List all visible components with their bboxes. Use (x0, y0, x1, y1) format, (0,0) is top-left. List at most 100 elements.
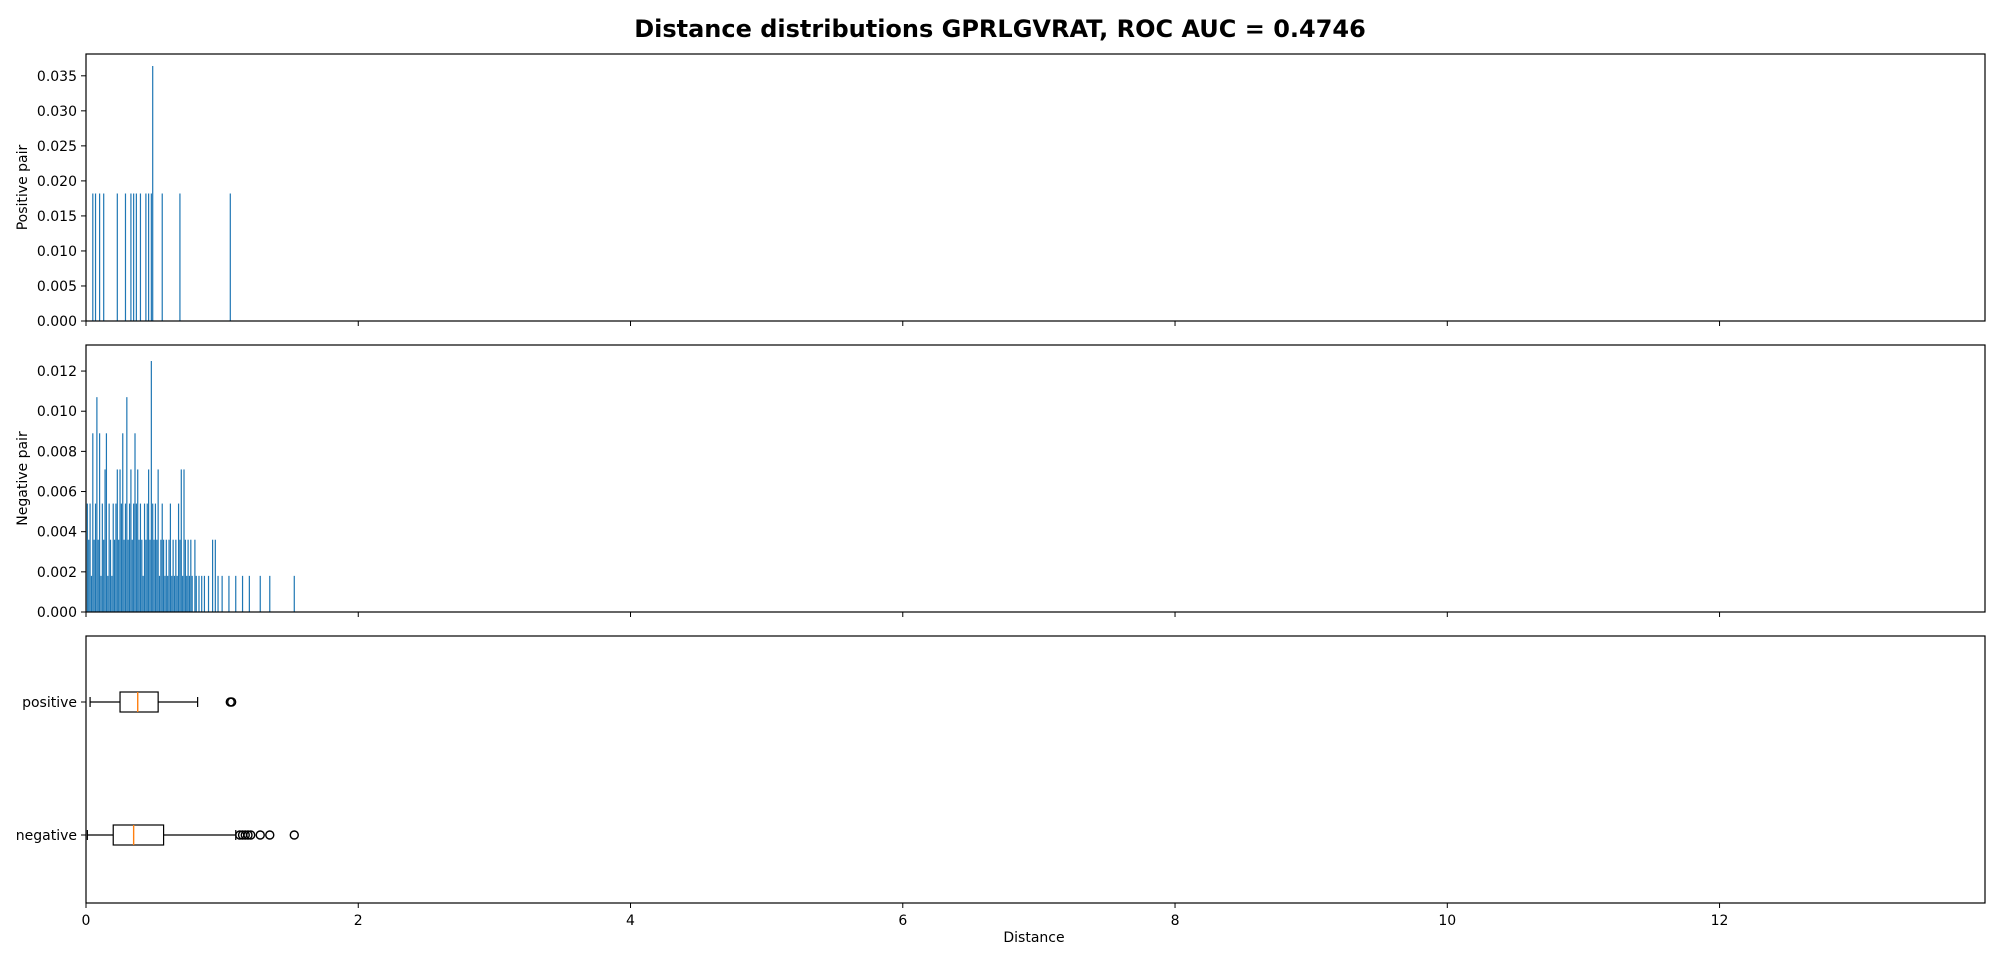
histogram-bar (194, 539, 196, 612)
histogram-bar (94, 193, 97, 321)
histogram-bar (171, 575, 173, 612)
histogram-bar (138, 539, 140, 612)
histogram-bar (148, 469, 150, 612)
histogram-bar (157, 469, 159, 612)
histogram-bar (131, 539, 133, 612)
histogram-bar (148, 193, 150, 321)
histogram-bar (180, 469, 182, 612)
histogram-bar (128, 503, 131, 612)
positive-pair-histogram-panel: 0.000 0.005 0.010 0.015 0.020 0.025 0.030 0.035… (15, 53, 1986, 330)
histogram-bar (169, 503, 171, 612)
histogram-bar (100, 575, 102, 612)
histogram-bar (99, 193, 101, 321)
histogram-bar (161, 193, 163, 321)
box-outlier-point (255, 830, 265, 840)
histogram-bar (188, 575, 191, 612)
box-iqr (112, 824, 165, 846)
y-tick-label: 0.030 (37, 104, 77, 120)
histogram-bar (149, 539, 151, 612)
axes-frame (85, 344, 1986, 613)
y-tick-label: 0.025 (37, 139, 77, 155)
histogram-bar (158, 575, 161, 612)
histogram-bar (177, 503, 180, 612)
x-tick-label: 10 (1438, 913, 1456, 929)
histogram-bar (221, 575, 223, 612)
histogram-bar (152, 66, 154, 321)
histogram-bar (120, 503, 122, 612)
y-tick-label: 0.002 (37, 565, 77, 581)
y-tick-label: 0.035 (37, 69, 77, 85)
histogram-bar (116, 469, 118, 612)
histogram-bar (96, 397, 98, 612)
histogram-bar (190, 539, 192, 612)
histogram-bar (142, 575, 144, 612)
histogram-bar (134, 433, 136, 612)
y-tick-label: 0.000 (37, 314, 77, 330)
histogram-bar (137, 469, 139, 612)
histogram-bar (184, 539, 186, 612)
histogram-bar (217, 575, 219, 612)
box-iqr (119, 691, 159, 713)
histogram-bar (198, 575, 200, 612)
histogram-bar (122, 433, 124, 612)
histogram-bar (92, 433, 94, 612)
histogram-bar (207, 575, 210, 612)
histogram-bar (201, 575, 203, 612)
x-tick-label: 6 (898, 913, 907, 929)
y-axis-label: Positive pair (15, 144, 31, 230)
histogram-bar (111, 575, 113, 612)
histogram-bar (162, 539, 165, 612)
histogram-bar (116, 193, 118, 321)
histogram-bar (212, 539, 214, 612)
histogram-bar (139, 193, 142, 321)
histogram-bar (168, 539, 170, 612)
histogram-bar (119, 469, 121, 612)
y-tick-label: 0.005 (37, 279, 77, 295)
y-tick-label: 0.010 (37, 244, 77, 260)
distance-boxplot-panel: 0 2 4 6 8 10 12 positive negative (16, 635, 1986, 929)
histogram-bar (113, 539, 116, 612)
histogram-bar (179, 539, 181, 612)
histogram-bar (112, 503, 114, 612)
histogram-bar (186, 575, 188, 612)
histogram-bar (124, 193, 127, 321)
box-outlier-point (226, 697, 237, 707)
histogram-bar (167, 575, 169, 612)
histogram-bar (161, 503, 163, 612)
histogram-bar (153, 539, 155, 612)
axes-frame (85, 635, 1986, 904)
y-tick-label: 0.000 (37, 605, 77, 621)
histogram-bar (160, 539, 162, 612)
y-tick-label: 0.020 (37, 174, 77, 190)
histogram-bar (164, 575, 166, 612)
y-tick-label: 0.012 (37, 364, 77, 380)
chart-title: Distance distributions GPRLGVRAT, ROC AU… (634, 15, 1366, 43)
histogram-bar (86, 503, 88, 612)
box-category-label: negative (16, 828, 77, 844)
histogram-bar (293, 575, 295, 612)
histogram-bar (150, 193, 152, 321)
histogram-bar (115, 503, 117, 612)
histogram-bar (108, 503, 110, 612)
histogram-bar (143, 503, 146, 612)
histogram-bar (152, 503, 154, 612)
histogram-bar (191, 575, 193, 612)
y-tick-label: 0.015 (37, 209, 77, 225)
histogram-bar (154, 503, 157, 612)
x-tick-label: 0 (82, 913, 91, 929)
x-tick-label: 8 (1171, 913, 1180, 929)
histogram-bar (127, 539, 129, 612)
histogram-bar (99, 433, 101, 612)
histogram-bar (130, 469, 132, 612)
histogram-bar (229, 193, 231, 321)
box-outlier-point (243, 830, 253, 840)
histogram-bar (165, 539, 167, 612)
histogram-bar (123, 539, 125, 612)
histogram-bar (105, 433, 108, 612)
histogram-bar (172, 539, 174, 612)
histogram-bar (228, 575, 230, 612)
histogram-bar (135, 193, 137, 321)
histogram-bar (176, 575, 178, 612)
histogram-bar (195, 575, 197, 612)
